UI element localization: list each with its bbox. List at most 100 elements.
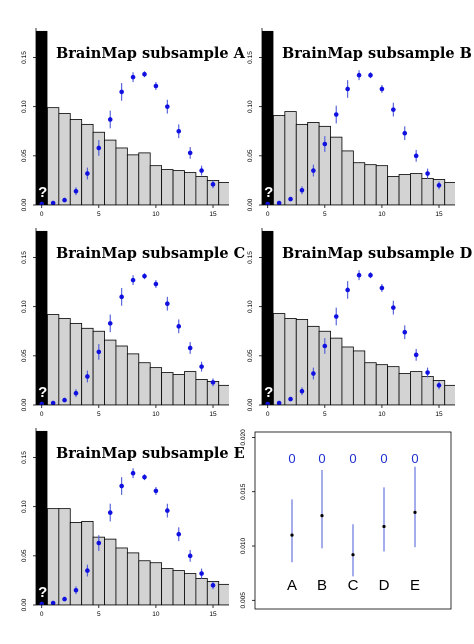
- histogram-bar: [149, 367, 163, 405]
- black-band: [36, 230, 48, 405]
- histogram-bar: [218, 181, 229, 205]
- estimate-point: [351, 553, 355, 557]
- question-mark-label: ?: [38, 384, 47, 401]
- histogram-bar: [184, 573, 197, 605]
- estimate-point: [382, 524, 386, 529]
- data-point: [176, 324, 182, 329]
- data-point: [50, 600, 56, 605]
- histogram-bar: [307, 122, 320, 205]
- panel-title: BrainMap subsample D: [282, 245, 472, 262]
- data-point: [62, 397, 67, 403]
- data-point: [288, 396, 293, 402]
- data-point: [333, 112, 339, 117]
- x-tick-label: 0: [40, 211, 44, 218]
- plot-area: ?: [36, 230, 229, 405]
- data-point: [199, 364, 204, 369]
- data-point: [107, 321, 113, 326]
- data-point: [39, 201, 45, 205]
- histogram-bar: [307, 325, 320, 405]
- data-point: [130, 470, 136, 476]
- histogram-bar: [218, 583, 229, 605]
- y-tick-label: 0.05: [21, 349, 28, 362]
- data-point: [379, 285, 385, 291]
- data-point: [142, 273, 147, 279]
- data-point: [345, 86, 350, 92]
- zero-label: 0: [288, 451, 295, 466]
- data-point: [39, 401, 45, 405]
- data-point: [119, 294, 124, 300]
- y-tick-label: 0.10: [247, 300, 254, 313]
- data-point: [119, 89, 124, 95]
- data-point: [356, 72, 362, 78]
- data-point: [436, 383, 442, 388]
- data-point: [356, 272, 362, 278]
- histogram-bar: [273, 313, 286, 405]
- x-tick-label: 10: [152, 611, 160, 618]
- estimate-point: [290, 533, 294, 537]
- y-tick-label: 0.010: [240, 538, 247, 555]
- histogram-panel-c: ? 0 5 10 15 0.00 0.05 0.10 0.15 BrainMap subsampl…: [21, 228, 245, 418]
- y-tick-label: 0.00: [21, 398, 28, 411]
- histogram-bar: [352, 162, 366, 205]
- histogram-bar: [195, 379, 208, 405]
- y-tick-label: 0.15: [21, 51, 28, 64]
- data-point: [391, 305, 396, 310]
- question-mark-label: ?: [264, 384, 273, 401]
- data-point: [119, 483, 124, 489]
- data-point: [187, 553, 193, 559]
- data-point: [73, 390, 79, 396]
- histogram-bar: [115, 147, 128, 205]
- data-point: [107, 117, 113, 122]
- data-point: [368, 272, 373, 278]
- histogram-bar: [161, 169, 174, 205]
- y-tick-label: 0.10: [247, 100, 254, 113]
- y-tick-label: 0.15: [247, 251, 254, 264]
- question-mark-label: ?: [38, 584, 47, 601]
- zero-label: 0: [380, 451, 387, 466]
- data-point: [62, 197, 67, 203]
- histogram-bar: [47, 508, 60, 605]
- histogram-bar: [172, 570, 185, 605]
- data-point: [333, 314, 339, 319]
- x-tick-label: 15: [209, 211, 217, 218]
- data-point: [96, 145, 102, 151]
- histogram-bar: [375, 364, 389, 405]
- data-point: [379, 86, 385, 92]
- data-point: [187, 150, 193, 156]
- histogram-bar: [410, 173, 423, 205]
- data-point: [50, 400, 56, 405]
- data-point: [96, 349, 102, 355]
- data-point: [142, 71, 147, 77]
- category-label: C: [348, 577, 359, 594]
- x-tick-label: 5: [323, 411, 327, 418]
- y-tick-label: 0.05: [21, 149, 28, 162]
- histogram-bar: [398, 373, 411, 405]
- histogram-bar: [398, 174, 411, 205]
- data-point: [50, 200, 56, 205]
- y-tick-label: 0.15: [21, 251, 28, 264]
- x-tick-label: 5: [97, 211, 101, 218]
- category-label: D: [379, 577, 390, 594]
- y-tick-label: 0.10: [21, 100, 28, 113]
- data-point: [176, 128, 182, 134]
- histogram-bar: [330, 337, 343, 405]
- panel-title: BrainMap subsample B: [282, 45, 472, 62]
- estimate-point: [413, 510, 417, 514]
- histogram-bar: [138, 362, 151, 405]
- plot-area: ?: [36, 430, 229, 605]
- histogram-bar: [444, 384, 455, 405]
- histogram-bar: [284, 318, 297, 405]
- data-point: [73, 188, 79, 194]
- y-tick-label: 0.05: [21, 549, 28, 562]
- histogram-bar: [115, 345, 128, 405]
- histogram-bar: [126, 154, 140, 205]
- histogram-bar: [352, 350, 366, 405]
- x-tick-label: 0: [40, 611, 44, 618]
- x-tick-label: 15: [435, 411, 443, 418]
- histogram-bar: [81, 521, 94, 605]
- y-tick-label: 0.10: [21, 500, 28, 513]
- y-tick-label: 0.015: [240, 483, 247, 500]
- data-point: [130, 74, 136, 80]
- histogram-bar: [341, 150, 354, 205]
- data-point: [153, 281, 159, 287]
